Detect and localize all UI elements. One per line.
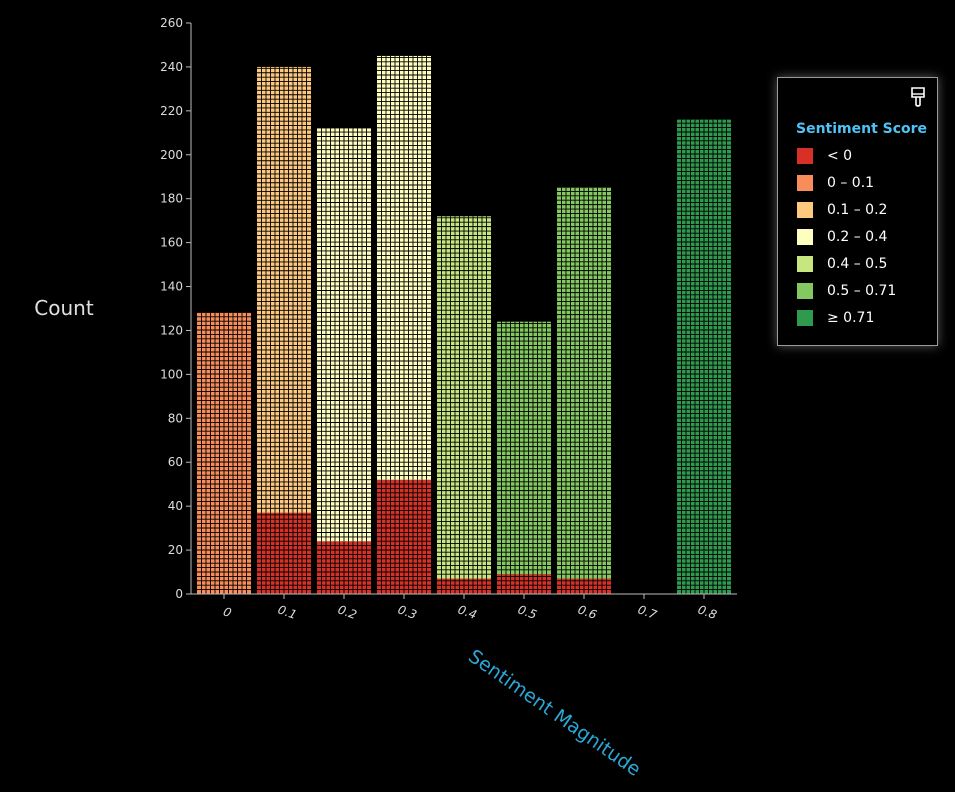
legend-label: ≥ 0.71 — [827, 310, 875, 326]
legend-item[interactable]: < 0 — [797, 147, 852, 165]
waffle-grid — [257, 512, 311, 594]
y-tick-label: 200 — [160, 148, 183, 162]
legend-item[interactable]: 0 – 0.1 — [797, 174, 874, 192]
bar-segment[interactable] — [437, 216, 491, 579]
bar-segment[interactable] — [257, 66, 311, 513]
y-tick-label: 100 — [160, 367, 183, 381]
waffle-grid — [497, 574, 551, 594]
legend: Sentiment Score < 0 0 – 0.1 0.1 – 0.2 0.2 –… — [777, 77, 938, 346]
y-tick-label: 120 — [160, 323, 183, 337]
waffle-grid — [437, 578, 491, 594]
legend-item[interactable]: 0.5 – 0.71 — [797, 282, 896, 300]
y-tick-label: 240 — [160, 60, 183, 74]
waffle-grid — [557, 578, 611, 594]
x-tick-label: 0.5 — [516, 602, 539, 622]
waffle-grid — [677, 119, 731, 594]
waffle-grid — [317, 541, 371, 594]
bar-segment[interactable] — [677, 119, 731, 594]
legend-swatch — [797, 229, 813, 245]
waffle-grid — [377, 479, 431, 594]
bar-0.1[interactable] — [257, 66, 311, 594]
axes-layer: 0 20 40 60 80 100 120 140 160 180 200 220 240 260 0 0.1… — [160, 16, 737, 622]
legend-item[interactable]: 0.1 – 0.2 — [797, 201, 887, 219]
x-tick-label: 0.7 — [636, 602, 659, 622]
y-tick-label: 60 — [168, 455, 183, 469]
bar-segment[interactable] — [437, 578, 491, 594]
bar-0.2[interactable] — [317, 128, 371, 594]
legend-label: 0.2 – 0.4 — [827, 229, 888, 245]
bar-segment[interactable] — [497, 574, 551, 594]
bar-segment[interactable] — [317, 128, 371, 542]
y-tick-label: 0 — [175, 587, 183, 601]
bar-0.6[interactable] — [557, 187, 611, 594]
legend-swatch — [797, 283, 813, 299]
legend-swatch — [797, 310, 813, 326]
x-tick-label: 0.2 — [336, 602, 359, 622]
legend-item[interactable]: 0.4 – 0.5 — [797, 255, 887, 273]
waffle-grid — [317, 128, 371, 542]
bar-segment[interactable] — [497, 321, 551, 575]
y-tick-label: 140 — [160, 280, 183, 294]
x-tick-label: 0.6 — [576, 602, 599, 622]
bar-segment[interactable] — [257, 512, 311, 594]
x-axis-label: Sentiment Magnitude — [464, 645, 644, 781]
waffle-grid — [197, 312, 251, 594]
waffle-grid — [437, 216, 491, 579]
legend-label: 0.4 – 0.5 — [827, 256, 888, 272]
legend-item[interactable]: 0.2 – 0.4 — [797, 228, 887, 246]
waffle-grid — [257, 66, 311, 513]
y-tick-label: 220 — [160, 104, 183, 118]
x-tick-label: 0 — [221, 604, 233, 620]
bar-segment[interactable] — [197, 312, 251, 594]
bar-0.4[interactable] — [437, 216, 491, 594]
x-tick-label: 0.8 — [696, 602, 719, 622]
waffle-grid — [377, 55, 431, 480]
x-tick-label: 0.1 — [276, 602, 299, 622]
x-tick-label: 0.4 — [456, 602, 479, 622]
y-tick-label: 160 — [160, 236, 183, 250]
legend-label: 0.1 – 0.2 — [827, 202, 888, 218]
y-tick-label: 80 — [168, 411, 183, 425]
y-axis-label: Count — [34, 296, 94, 320]
legend-swatch — [797, 148, 813, 164]
legend-swatch — [797, 175, 813, 191]
bar-segment[interactable] — [557, 578, 611, 594]
bar-segment[interactable] — [377, 55, 431, 480]
bar-segment[interactable] — [557, 187, 611, 579]
waffle-grid — [557, 187, 611, 579]
bar-0.8[interactable] — [677, 119, 731, 594]
y-tick-label: 40 — [168, 499, 183, 513]
legend-label: < 0 — [827, 148, 853, 164]
bar-segment[interactable] — [317, 541, 371, 594]
y-tick-label: 180 — [160, 192, 183, 206]
legend-label: 0.5 – 0.71 — [827, 283, 897, 299]
bars-layer — [197, 55, 731, 594]
legend-title: Sentiment Score — [796, 121, 928, 137]
legend-swatch — [797, 202, 813, 218]
bar-segment[interactable] — [377, 479, 431, 594]
bar-0[interactable] — [197, 312, 251, 594]
y-tick-label: 20 — [168, 543, 183, 557]
legend-label: 0 – 0.1 — [827, 175, 875, 191]
legend-swatch — [797, 256, 813, 272]
paint-brush-icon[interactable] — [909, 86, 927, 108]
bar-0.3[interactable] — [377, 55, 431, 594]
legend-item[interactable]: ≥ 0.71 — [797, 309, 874, 327]
waffle-grid — [497, 321, 551, 575]
bar-0.5[interactable] — [497, 321, 551, 594]
x-tick-label: 0.3 — [396, 602, 419, 622]
y-tick-label: 260 — [160, 16, 183, 30]
